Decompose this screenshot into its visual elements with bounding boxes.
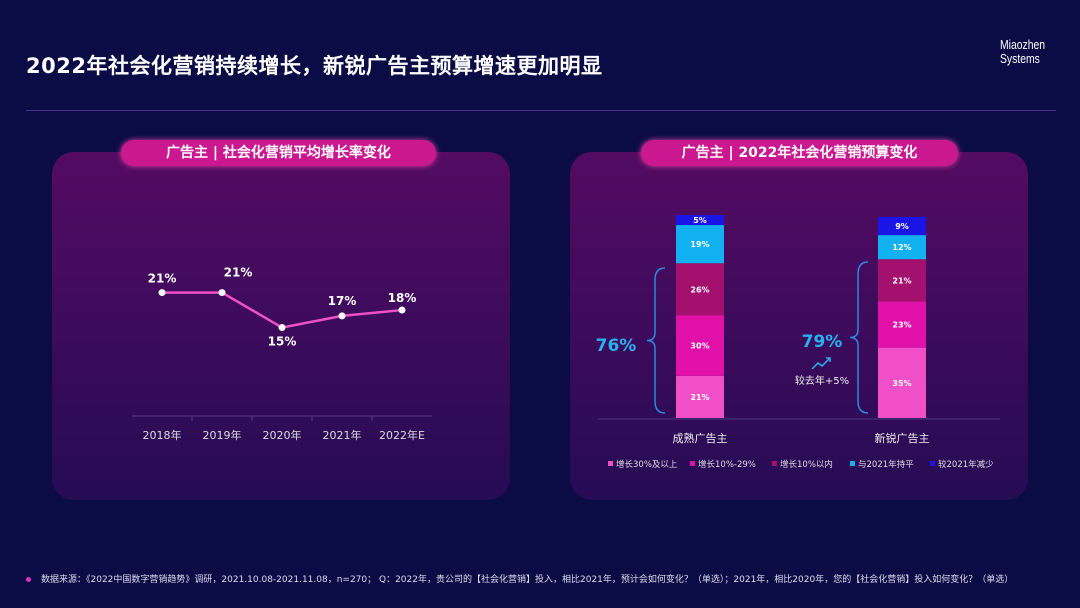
- new-growth-note: 较去年+5%: [795, 374, 849, 387]
- bar-value-label: 12%: [892, 243, 911, 252]
- data-label: 21%: [148, 272, 177, 286]
- line-series: [162, 291, 403, 329]
- x-tick-label: 2021年: [323, 428, 362, 442]
- divider: [26, 110, 1056, 111]
- line-chart-title: 广告主 | 社会化营销平均增长率变化: [121, 140, 436, 166]
- bar-value-label: 26%: [690, 285, 709, 294]
- bar-segment: [676, 225, 724, 264]
- bar-value-label: 21%: [892, 276, 911, 285]
- brace-mature: [646, 267, 666, 414]
- bar-segment: [878, 301, 926, 348]
- bullet-icon: [26, 577, 31, 582]
- data-point: [158, 289, 166, 297]
- bar-value-label: 9%: [895, 222, 909, 231]
- bar-segment: [878, 259, 926, 302]
- legend-label: 增长10%以内: [780, 459, 833, 470]
- bar-segment: [676, 315, 724, 376]
- bar-value-label: 23%: [892, 321, 911, 330]
- legend-swatch: [690, 461, 695, 466]
- bar-chart-title: 广告主 | 2022年社会化营销预算变化: [641, 140, 958, 166]
- legend-label: 较2021年减少: [938, 459, 994, 470]
- data-point: [218, 289, 226, 297]
- category-label: 成熟广告主: [673, 431, 728, 445]
- new-growth-total: 79%: [802, 332, 843, 352]
- x-tick-label: 2019年: [203, 428, 242, 442]
- x-tick-label: 2018年: [143, 428, 182, 442]
- page-title: 2022年社会化营销持续增长，新锐广告主预算增速更加明显: [26, 54, 603, 78]
- legend-swatch: [772, 461, 777, 466]
- data-label: 17%: [328, 294, 357, 308]
- logo-line1: Miaozhen: [1000, 37, 1046, 52]
- bar-value-label: 30%: [690, 342, 709, 351]
- bar-segment: [878, 235, 926, 260]
- bar-chart-panel: [570, 152, 1028, 500]
- legend-label: 增长30%及以上: [616, 459, 678, 470]
- bar-value-label: 5%: [693, 216, 707, 225]
- bar-value-label: 21%: [690, 393, 709, 402]
- mature-growth-total: 76%: [596, 336, 637, 356]
- bar-segment: [676, 375, 724, 418]
- bar-segment: [676, 263, 724, 316]
- data-point: [338, 312, 346, 320]
- legend-label: 与2021年持平: [858, 459, 914, 470]
- bar-segment: [878, 347, 926, 418]
- data-point: [278, 324, 286, 332]
- legend-swatch: [850, 461, 855, 466]
- legend-swatch: [608, 461, 613, 466]
- source-note: 数据来源：《2022中国数字营销趋势》调研，2021.10.08-2021.11…: [26, 572, 1013, 585]
- bar-segment: [676, 214, 724, 226]
- brace-new: [849, 261, 869, 414]
- data-point: [398, 306, 406, 314]
- bar-segment: [878, 217, 926, 236]
- data-label: 15%: [268, 335, 297, 349]
- x-tick-label: 2022年E: [379, 428, 425, 442]
- source-text: 数据来源：《2022中国数字营销趋势》调研，2021.10.08-2021.11…: [41, 575, 1014, 585]
- legend-label: 增长10%-29%: [698, 459, 756, 470]
- x-tick-label: 2020年: [263, 428, 302, 442]
- data-label: 18%: [388, 291, 417, 305]
- logo: Miaozhen Systems: [1000, 38, 1045, 66]
- logo-line2: Systems: [1000, 51, 1040, 66]
- bar-value-label: 19%: [690, 240, 709, 249]
- data-label: 21%: [224, 266, 253, 280]
- category-label: 新锐广告主: [875, 431, 930, 445]
- bar-value-label: 35%: [892, 379, 911, 388]
- trend-up-icon: [811, 357, 831, 370]
- legend-swatch: [930, 461, 935, 466]
